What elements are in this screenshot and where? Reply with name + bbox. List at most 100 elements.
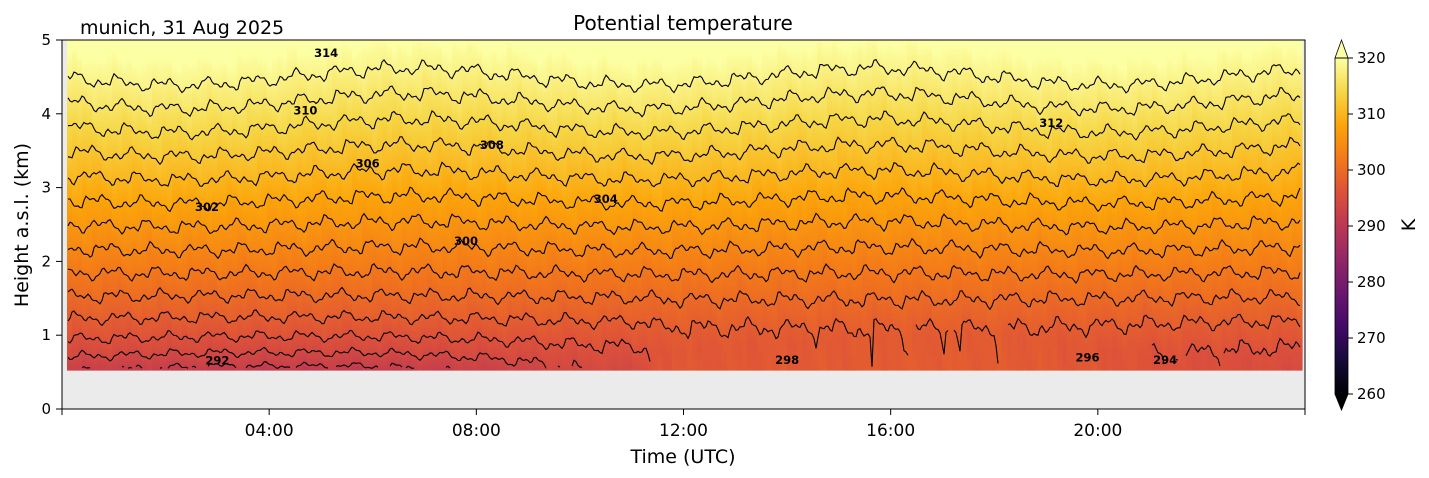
field-cell [972,70,978,74]
field-cell [927,49,933,53]
field-cell [882,49,888,53]
field-cell [767,55,773,59]
field-cell [137,61,143,65]
field-cell [417,61,423,65]
field-cell [1077,49,1083,53]
field-cell [1017,55,1023,59]
field-cell [217,58,223,62]
field-cell [467,61,473,65]
field-cell [302,58,308,62]
field-cell [742,61,748,65]
field-cell [392,64,398,68]
field-cell [1252,67,1258,71]
field-cell [817,49,823,53]
field-cell [672,67,678,71]
field-cell [762,64,768,68]
field-cell [1087,58,1093,62]
field-cell [262,52,268,56]
field-cell [1052,46,1058,50]
field-cell [402,61,408,65]
field-cell [437,40,443,44]
field-cell [242,43,248,47]
field-cell [272,40,278,44]
field-cell [997,58,1003,62]
field-cell [607,43,613,47]
field-cell [437,52,443,56]
field-cell [632,52,638,56]
field-cell [917,52,923,56]
field-cell [117,43,123,47]
field-cell [792,76,798,80]
field-cell [252,55,258,59]
field-cell [682,67,688,71]
field-cell [1217,67,1223,71]
field-cell [1227,64,1233,68]
field-cell [247,49,253,53]
field-cell [1092,70,1098,74]
field-cell [242,55,248,59]
field-cell [1112,55,1118,59]
field-cell [1167,67,1173,71]
field-cell [252,58,258,62]
field-cell [332,67,338,71]
field-cell [277,70,283,74]
field-cell [472,49,478,53]
field-cell [617,55,623,59]
field-cell [357,40,363,44]
field-cell [942,43,948,47]
field-cell [177,58,183,62]
field-cell [317,55,323,59]
field-cell [392,52,398,56]
field-cell [862,43,868,47]
field-cell [357,52,363,56]
field-cell [1022,58,1028,62]
field-cell [607,58,613,62]
field-cell [1097,52,1103,56]
field-cell [1042,52,1048,56]
field-cell [157,46,163,50]
field-cell [1047,43,1053,47]
field-cell [1042,43,1048,47]
field-cell [547,40,553,44]
field-cell [682,64,688,68]
field-cell [212,49,218,53]
field-cell [242,73,248,77]
field-cell [227,49,233,53]
field-cell [687,64,693,68]
field-cell [847,61,853,65]
field-cell [1157,61,1163,65]
field-cell [152,58,158,62]
field-cell [187,64,193,68]
field-cell [987,61,993,65]
field-cell [87,43,93,47]
field-cell [117,64,123,68]
field-cell [557,67,563,71]
field-cell [357,73,363,77]
field-cell [1187,55,1193,59]
field-cell [602,52,608,56]
field-cell [617,73,623,77]
field-cell [227,64,233,68]
field-cell [112,76,118,80]
field-cell [382,40,388,44]
field-cell [747,61,753,65]
field-cell [297,61,303,65]
field-cell [367,76,373,80]
field-cell [652,64,658,68]
field-cell [992,55,998,59]
field-cell [827,73,833,77]
field-cell [1117,67,1123,71]
field-cell [1237,46,1243,50]
field-cell [152,61,158,65]
field-cell [142,49,148,53]
field-cell [177,61,183,65]
field-cell [232,70,238,74]
field-cell [407,43,413,47]
field-cell [447,55,453,59]
field-cell [522,73,528,77]
field-cell [87,67,93,71]
field-cell [922,40,928,44]
field-cell [1112,73,1118,77]
field-cell [1262,52,1268,56]
field-cell [327,40,333,44]
